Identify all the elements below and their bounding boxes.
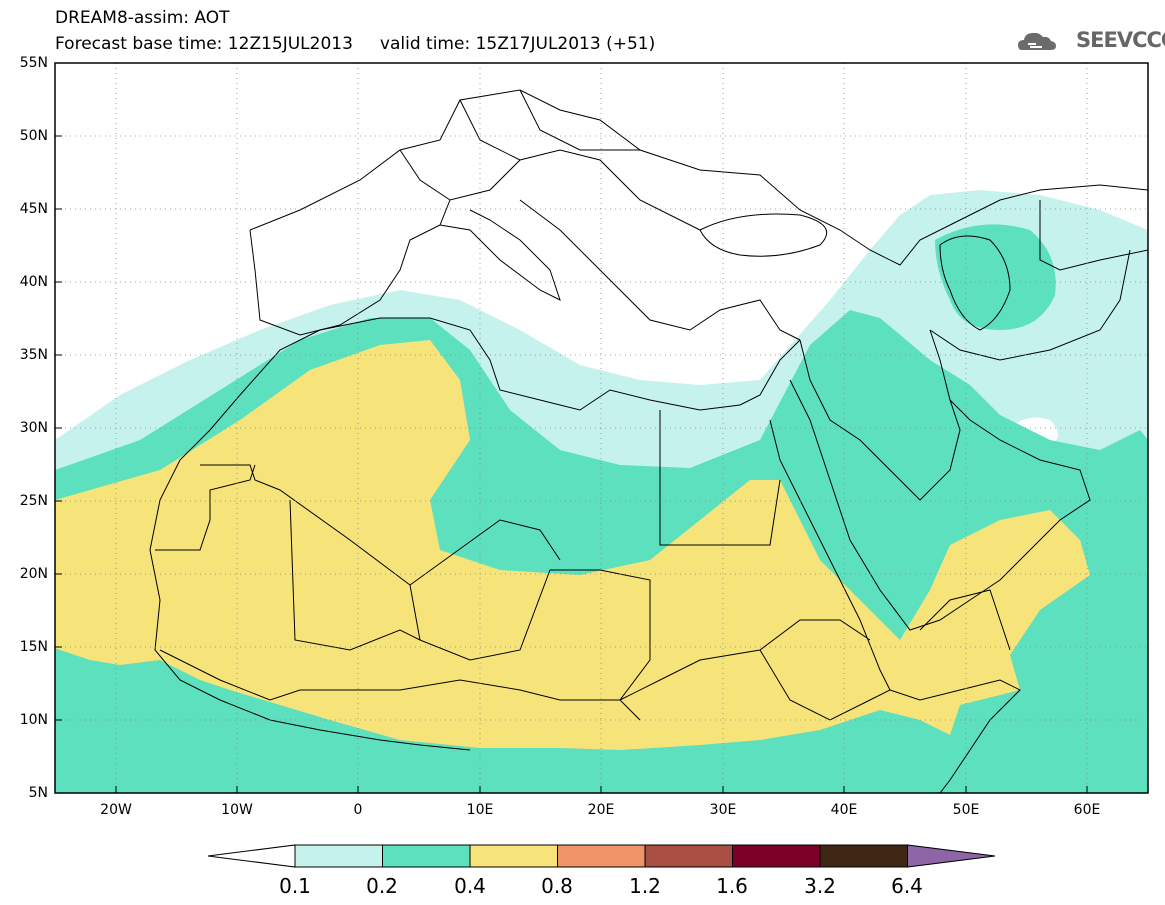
aot-caspian-patch <box>935 224 1056 330</box>
colorbar-label-6.4: 6.4 <box>891 874 923 898</box>
border-middle-east <box>799 329 961 501</box>
lon-label-30e: 30E <box>709 802 737 818</box>
border-central-asia <box>1039 200 1148 271</box>
colorbar-label-1.2: 1.2 <box>629 874 661 898</box>
coastline-europe <box>249 89 1148 266</box>
lat-label-40n: 40N <box>19 274 48 290</box>
coastline-north-africa <box>239 317 801 411</box>
lon-label-20w: 20W <box>100 802 132 818</box>
lat-label-5n: 5N <box>28 785 48 801</box>
border-arabia-interior <box>919 589 1011 651</box>
lon-label-10w: 10W <box>221 802 253 818</box>
colorbar-label-3.2: 3.2 <box>804 874 836 898</box>
colorbar-label-0.4: 0.4 <box>454 874 486 898</box>
colorbar-label-1.6: 1.6 <box>716 874 748 898</box>
border-sahel <box>159 619 871 701</box>
lon-label-20e: 20E <box>587 802 615 818</box>
chart-title: DREAM8-assim: AOT <box>55 8 230 28</box>
coastline-horn <box>889 679 1021 793</box>
border-europe-2 <box>459 89 640 161</box>
aot-contour-0.4 <box>55 340 1090 750</box>
lat-label-50n: 50N <box>19 128 48 144</box>
border-europe-1 <box>399 149 701 231</box>
logo-text: SEEVCCC <box>1076 28 1165 52</box>
coastline-italy <box>439 209 561 301</box>
aot-yemen-patch <box>880 656 982 705</box>
axis-ticks <box>55 62 1088 794</box>
cloud-icon <box>1018 32 1056 50</box>
lat-label-15n: 15N <box>19 639 48 655</box>
forecast-time-line: Forecast base time: 12Z15JUL2013 valid t… <box>55 34 656 54</box>
border-sahara-2 <box>409 519 561 586</box>
coastline-red-sea <box>769 419 891 691</box>
lon-label-0: 0 <box>353 802 363 818</box>
lat-label-25n: 25N <box>19 493 48 509</box>
lat-label-10n: 10N <box>19 712 48 728</box>
lon-label-50e: 50E <box>952 802 980 818</box>
lat-label-55n: 55N <box>19 55 48 71</box>
lon-label-10e: 10E <box>466 802 494 818</box>
lat-label-20n: 20N <box>19 566 48 582</box>
lat-label-30n: 30N <box>19 420 48 436</box>
border-iran <box>929 249 1131 361</box>
colorbar-label-0.2: 0.2 <box>366 874 398 898</box>
coastline-arabia <box>789 379 1091 631</box>
coastline-black-sea <box>699 213 828 257</box>
border-sahara-3 <box>659 410 781 546</box>
coastline-west-africa <box>149 394 471 751</box>
lat-label-35n: 35N <box>19 347 48 363</box>
lon-label-60e: 60E <box>1073 802 1101 818</box>
coastline-iberia <box>249 199 451 336</box>
coastline-caspian <box>939 235 1011 331</box>
border-sahara-1 <box>200 464 651 721</box>
border-mali <box>289 499 421 651</box>
colorbar-label-0.8: 0.8 <box>541 874 573 898</box>
lat-label-45n: 45N <box>19 201 48 217</box>
border-mauritania <box>155 464 256 551</box>
coastline-balkans <box>519 199 801 341</box>
colorbar-label-0.1: 0.1 <box>279 874 311 898</box>
graticule <box>55 63 1148 793</box>
lon-label-40e: 40E <box>830 802 858 818</box>
